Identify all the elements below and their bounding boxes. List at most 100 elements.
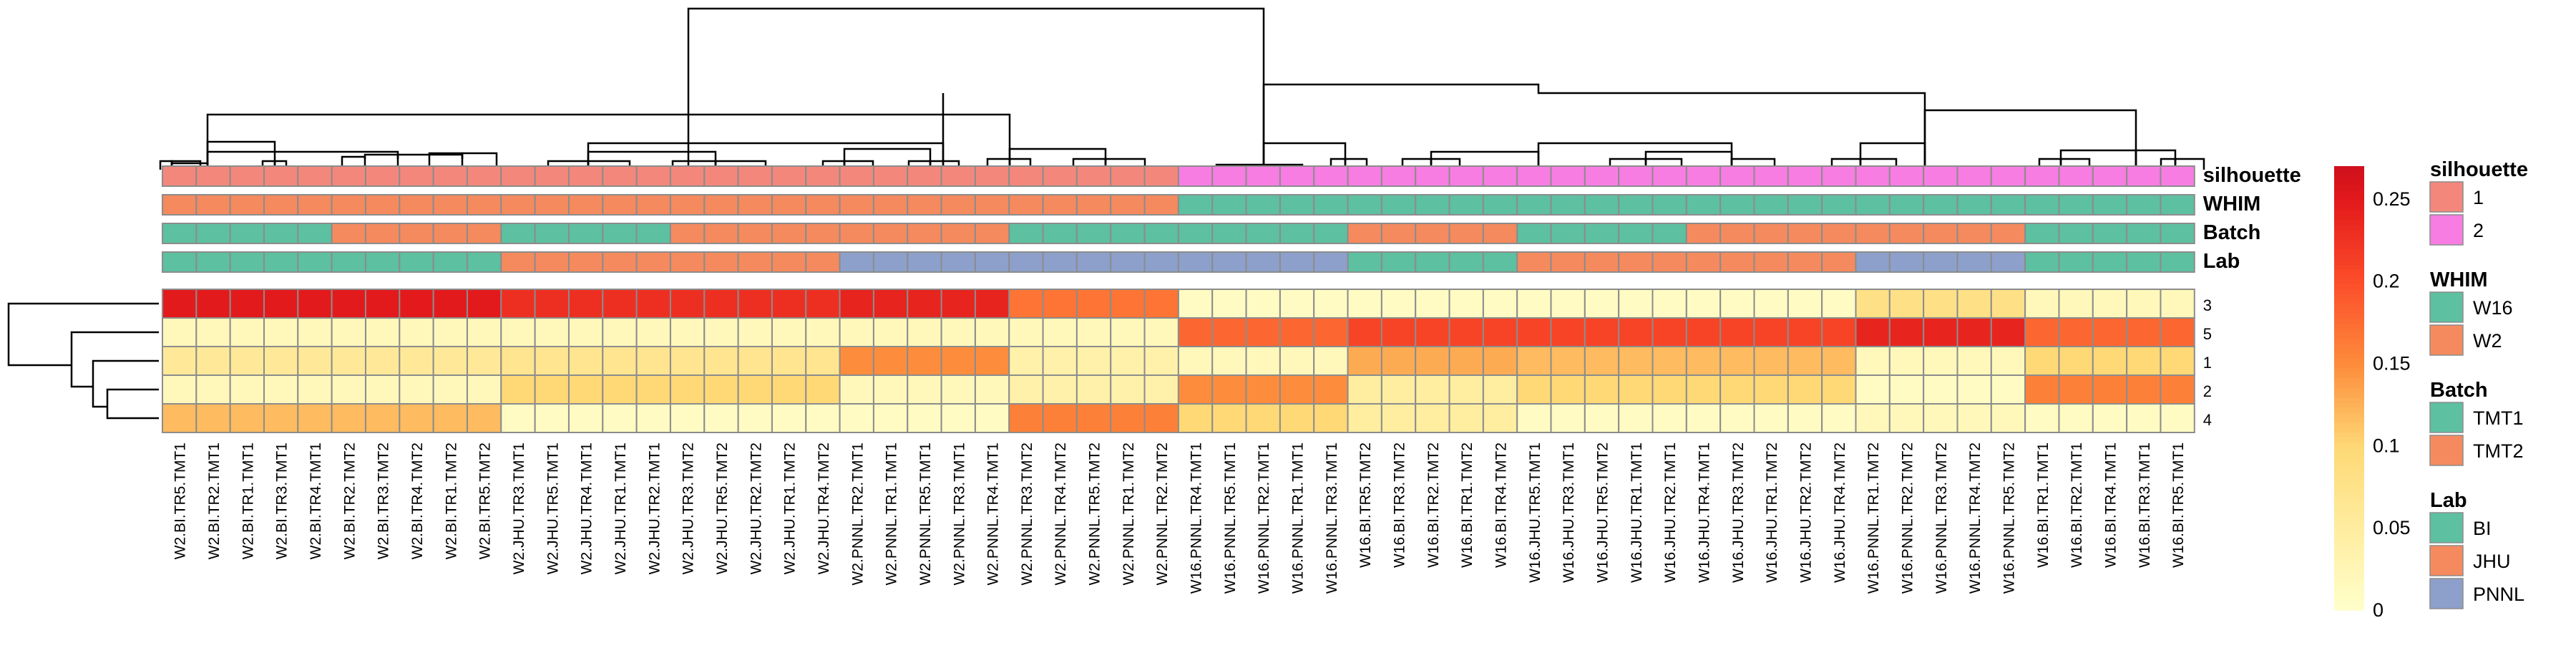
- annotation-cell-silhouette: [1143, 165, 1179, 187]
- heatmap-cell: [1448, 346, 1484, 376]
- heatmap-cell: [771, 403, 807, 433]
- annotation-cell-lab: [602, 251, 638, 273]
- heatmap-cell: [1347, 403, 1382, 433]
- heatmap-cell: [940, 317, 976, 347]
- heatmap-cell: [771, 346, 807, 376]
- annotation-cell-batch: [1279, 223, 1315, 244]
- annotation-cell-batch: [1110, 223, 1146, 244]
- annotation-cell-silhouette: [500, 165, 536, 187]
- legend-entry-label: W2: [2473, 330, 2502, 352]
- heatmap-cell: [2058, 346, 2094, 376]
- colorbar: 0 0.05 0.1 0.15 0.2 0.25: [2334, 166, 2411, 621]
- heatmap-cell: [1923, 289, 1958, 319]
- colorbar-band: [2334, 556, 2364, 561]
- annotation-cell-batch: [635, 223, 671, 244]
- heatmap-cell: [1177, 317, 1214, 347]
- heatmap-cell: [1956, 374, 1992, 405]
- colorbar-band: [2334, 467, 2364, 473]
- heatmap-cell: [1584, 374, 1620, 405]
- annotation-cell-batch: [1347, 223, 1382, 244]
- colorbar-band: [2334, 211, 2364, 216]
- heatmap-cell: [2058, 403, 2094, 433]
- column-label: W2.BI.TR2.TMT1: [206, 443, 223, 559]
- heatmap-cell: [1685, 317, 1722, 347]
- heatmap-cell: [263, 289, 299, 319]
- annotation-cell-whim: [1143, 194, 1179, 216]
- legend-swatch: [2429, 512, 2464, 543]
- heatmap-cell: [1584, 317, 1620, 347]
- heatmap-cells: [162, 289, 2195, 433]
- heatmap-cell: [2024, 374, 2060, 405]
- annotation-cell-batch: [1719, 223, 1755, 244]
- annotation-cell-lab: [872, 251, 909, 273]
- heatmap-cell: [534, 289, 570, 319]
- heatmap-cell: [839, 403, 874, 433]
- heatmap-cell: [1956, 403, 1992, 433]
- heatmap-cell: [1753, 346, 1789, 376]
- heatmap-cell: [567, 346, 604, 376]
- heatmap-cell: [1211, 403, 1247, 433]
- heatmap-cell: [907, 317, 942, 347]
- annotation-cell-silhouette: [1075, 165, 1112, 187]
- heatmap-cell: [2126, 374, 2162, 405]
- annotation-cell-silhouette: [1956, 165, 1992, 187]
- column-label: W16.PNNL.TR2.TMT1: [1256, 443, 1272, 594]
- heatmap-cell: [1618, 289, 1654, 319]
- column-label: W16.BI.TR3.TMT1: [2137, 443, 2153, 568]
- heatmap-cell: [907, 346, 942, 376]
- colorbar-band: [2334, 422, 2364, 428]
- colorbar-band: [2334, 417, 2364, 423]
- heatmap-cell: [1008, 289, 1044, 319]
- colorbar-band: [2334, 392, 2364, 399]
- annotation-cell-batch: [872, 223, 909, 244]
- annotation-cell-batch: [2160, 223, 2195, 244]
- annotation-cell-lab: [1753, 251, 1789, 273]
- column-label: W2.BI.TR4.TMT1: [308, 443, 324, 559]
- annotation-cell-batch: [1415, 223, 1450, 244]
- annotation-cell-lab: [466, 251, 502, 273]
- annotation-cell-silhouette: [1652, 165, 1687, 187]
- annotation-cell-silhouette: [1618, 165, 1654, 187]
- annotation-cell-batch: [1516, 223, 1552, 244]
- colorbar-band: [2334, 477, 2364, 483]
- heatmap-cell: [263, 374, 299, 405]
- annotation-cell-whim: [872, 194, 909, 216]
- colorbar-band: [2334, 575, 2364, 581]
- annotation-cell-silhouette: [364, 165, 401, 187]
- annotation-cell-batch: [1211, 223, 1247, 244]
- column-label: W16.BI.TR2.TMT2: [1425, 443, 1442, 568]
- column-label: W16.PNNL.TR1.TMT2: [1865, 443, 1882, 594]
- heatmap-cell: [2092, 289, 2128, 319]
- colorbar-band: [2334, 551, 2364, 556]
- heatmap-cell: [1347, 374, 1382, 405]
- heatmap-cell: [2024, 403, 2060, 433]
- annotation-cell-silhouette: [635, 165, 671, 187]
- annotation-cell-lab: [2024, 251, 2060, 273]
- heatmap-cell: [1550, 317, 1586, 347]
- annotation-cell-whim: [1719, 194, 1755, 216]
- annotation-cell-silhouette: [1211, 165, 1247, 187]
- heatmap-cell: [1652, 374, 1687, 405]
- colorbar-band: [2334, 566, 2364, 571]
- annotation-cell-batch: [805, 223, 841, 244]
- row-labels: 3 5 1 2 4: [2203, 296, 2212, 429]
- column-label: W16.BI.TR1.TMT1: [2035, 443, 2051, 568]
- heatmap-cell: [940, 346, 976, 376]
- legend-swatch: [2429, 435, 2464, 466]
- heatmap-cell: [1245, 346, 1281, 376]
- colorbar-band: [2334, 373, 2364, 379]
- heatmap-cell: [1110, 403, 1146, 433]
- annotation-cell-silhouette: [1855, 165, 1890, 187]
- column-label: W2.BI.TR3.TMT2: [376, 443, 392, 559]
- heatmap-cell: [1888, 346, 1925, 376]
- heatmap-cell: [1888, 317, 1925, 347]
- heatmap-cell: [1075, 289, 1112, 319]
- colorbar-tick-label: 0.1: [2373, 435, 2400, 456]
- annotation-cell-batch: [263, 223, 299, 244]
- annotation-cell-lab: [263, 251, 299, 273]
- colorbar-band: [2334, 353, 2364, 359]
- colorbar-band: [2334, 496, 2364, 503]
- annotation-cell-lab: [2092, 251, 2128, 273]
- annotation-cell-batch: [432, 223, 468, 244]
- colorbar-band: [2334, 230, 2364, 236]
